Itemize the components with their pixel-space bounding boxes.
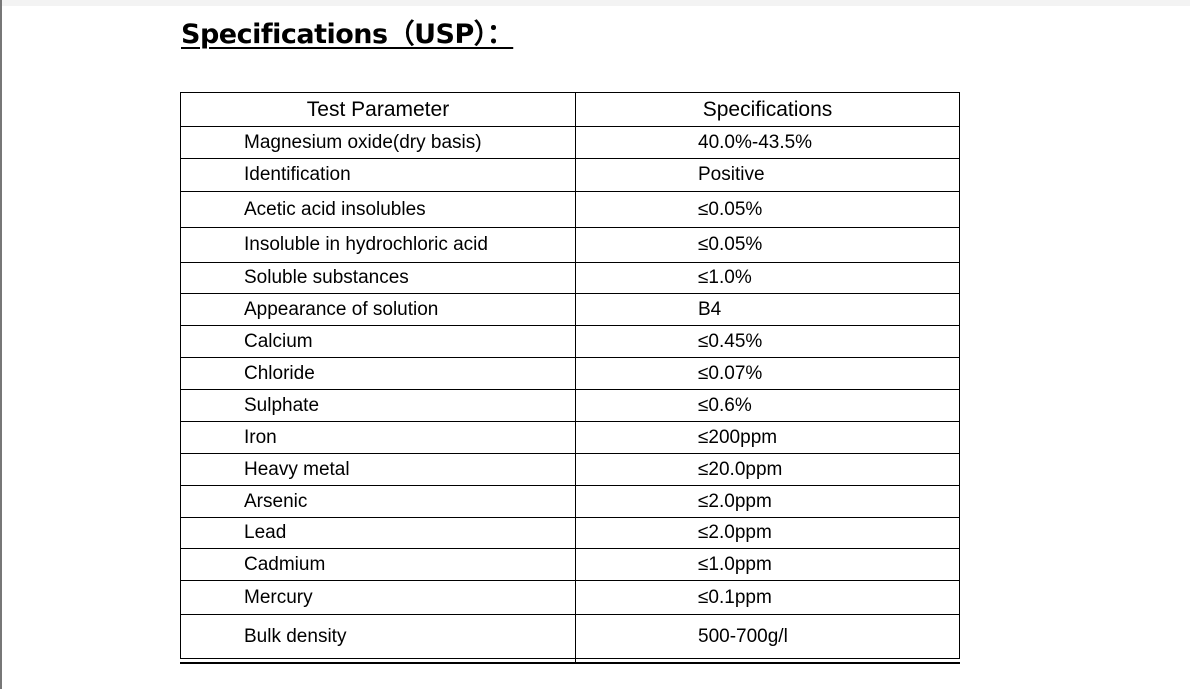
table-header-row: Test Parameter Specifications xyxy=(181,93,959,127)
test-parameter: Mercury xyxy=(181,581,576,614)
spec-value: ≤20.0ppm xyxy=(698,458,783,480)
table-row: Soluble substances ≤1.0% xyxy=(181,263,959,294)
header-specifications: Specifications xyxy=(702,97,833,121)
test-parameter: Calcium xyxy=(181,326,576,357)
spec-value: ≤0.6% xyxy=(698,394,752,416)
table-row: Insoluble in hydrochloric acid ≤0.05% xyxy=(181,228,959,263)
table-row: Chloride ≤0.07% xyxy=(181,358,959,390)
table-row: Identification Positive xyxy=(181,159,959,192)
test-parameter: Heavy metal xyxy=(181,454,576,485)
table-row: Bulk density 500-700g/l xyxy=(181,615,959,659)
table-row: Mercury ≤0.1ppm xyxy=(181,581,959,615)
test-parameter: Sulphate xyxy=(181,390,576,421)
spec-value: B4 xyxy=(698,298,722,320)
test-parameter: Arsenic xyxy=(181,486,576,517)
table-row: Cadmium ≤1.0ppm xyxy=(181,549,959,581)
test-parameter: Soluble substances xyxy=(181,263,576,293)
table-row: Acetic acid insolubles ≤0.05% xyxy=(181,192,959,228)
table-row: Magnesium oxide(dry basis) 40.0%-43.5% xyxy=(181,127,959,159)
page-left-edge xyxy=(0,0,2,689)
spec-value: Positive xyxy=(698,164,765,185)
table-row: Iron ≤200ppm xyxy=(181,422,959,454)
test-parameter: Cadmium xyxy=(181,549,576,580)
table-row: Arsenic ≤2.0ppm xyxy=(181,486,959,518)
table-row: Heavy metal ≤20.0ppm xyxy=(181,454,959,486)
test-parameter: Appearance of solution xyxy=(181,294,576,325)
table-bottom-double-rule xyxy=(180,658,960,664)
spec-value: ≤1.0ppm xyxy=(698,553,772,575)
table-row: Sulphate ≤0.6% xyxy=(181,390,959,422)
column-divider xyxy=(575,614,576,662)
spec-value: 40.0%-43.5% xyxy=(698,131,813,153)
specifications-table: Test Parameter Specifications Magnesium … xyxy=(180,92,960,659)
header-test-parameter: Test Parameter xyxy=(181,93,576,126)
spec-value: ≤0.05% xyxy=(698,198,763,220)
spec-value: ≤0.07% xyxy=(698,362,763,384)
spec-value: ≤2.0ppm xyxy=(698,522,772,543)
test-parameter: Bulk density xyxy=(181,615,576,659)
spec-value: ≤0.45% xyxy=(698,330,763,352)
table-row: Appearance of solution B4 xyxy=(181,294,959,326)
table-row: Lead ≤2.0ppm xyxy=(181,518,959,549)
test-parameter: Magnesium oxide(dry basis) xyxy=(181,127,576,158)
test-parameter: Lead xyxy=(181,518,576,548)
spec-value: ≤200ppm xyxy=(698,426,778,448)
table-row: Calcium ≤0.45% xyxy=(181,326,959,358)
page-title: Specifications（USP）： xyxy=(181,19,514,50)
test-parameter: Identification xyxy=(181,159,576,191)
test-parameter: Acetic acid insolubles xyxy=(181,192,576,227)
test-parameter: Insoluble in hydrochloric acid xyxy=(181,228,576,262)
test-parameter: Iron xyxy=(181,422,576,453)
spec-value: 500-700g/l xyxy=(698,626,788,647)
spec-value: ≤1.0% xyxy=(698,267,752,288)
spec-value: ≤0.1ppm xyxy=(698,586,772,608)
spec-value: ≤0.05% xyxy=(698,234,763,255)
test-parameter: Chloride xyxy=(181,358,576,389)
spec-value: ≤2.0ppm xyxy=(698,490,772,512)
page-top-edge xyxy=(0,0,1190,6)
